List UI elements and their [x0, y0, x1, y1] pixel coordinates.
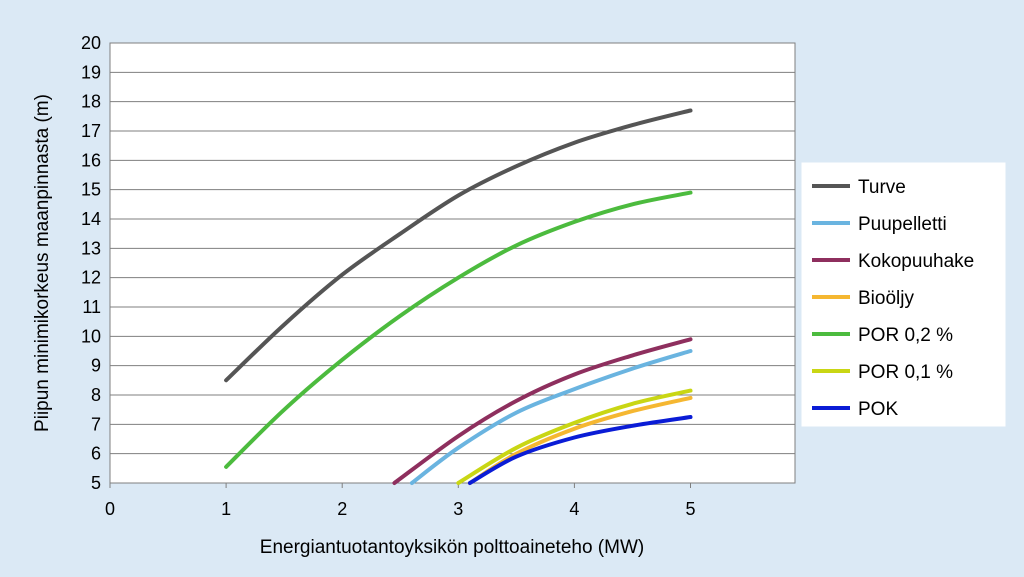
legend [801, 162, 1006, 427]
y-tick-label: 11 [82, 297, 101, 317]
gridlines [110, 71, 795, 455]
y-tick-label: 16 [81, 150, 101, 170]
plot-area [109, 42, 796, 484]
y-tick-label: 17 [81, 121, 101, 141]
legend-label: Kokopuuhake [858, 251, 974, 272]
series-line [224, 190, 693, 469]
y-tick-label: 13 [81, 238, 101, 258]
series-line [224, 108, 693, 383]
y-tick-labels: 5 6 7 8 9 10 11 12 13 14 15 16 17 18 19 20 [81, 33, 101, 493]
y-tick-label: 9 [91, 356, 101, 376]
y-axis-title: Piipun minimikorkeus maanpinnasta (m) [32, 94, 53, 432]
series-lines [224, 108, 693, 485]
x-tick-label: 5 [686, 499, 696, 519]
series-line [409, 349, 693, 485]
y-tick-label: 5 [91, 473, 101, 493]
y-tick-label: 19 [81, 62, 101, 82]
y-tick-label: 8 [91, 385, 101, 405]
x-axis-title: Energiantuotantoyksikön polttoaineteho (… [260, 537, 644, 558]
y-tick-label: 20 [81, 33, 101, 53]
legend-label: Bioöljy [858, 288, 914, 309]
x-tick-label: 2 [337, 499, 347, 519]
y-tick-label: 14 [81, 209, 101, 229]
y-tick-label: 6 [91, 444, 101, 464]
x-tick-label: 4 [569, 499, 579, 519]
legend-items: Turve Puupelletti Kokopuuhake Bioöljy POR 0,… [812, 177, 974, 420]
legend-label: Turve [858, 177, 906, 198]
legend-label: POR 0,1 % [858, 362, 953, 383]
y-tick-label: 18 [81, 92, 101, 112]
legend-label: Puupelletti [858, 214, 947, 235]
x-tick-labels: 0 1 2 3 4 5 [105, 483, 696, 519]
series-line [467, 415, 693, 485]
x-tick-label: 0 [105, 499, 115, 519]
y-tick-label: 7 [91, 414, 101, 434]
x-tick-label: 3 [453, 499, 463, 519]
series-line [392, 337, 693, 485]
y-tick-label: 12 [81, 268, 101, 288]
y-tick-label: 10 [81, 326, 101, 346]
legend-label: POK [858, 399, 898, 420]
series-line [456, 388, 693, 485]
x-tick-label: 1 [221, 499, 231, 519]
legend-label: POR 0,2 % [858, 325, 953, 346]
y-tick-label: 15 [81, 180, 101, 200]
